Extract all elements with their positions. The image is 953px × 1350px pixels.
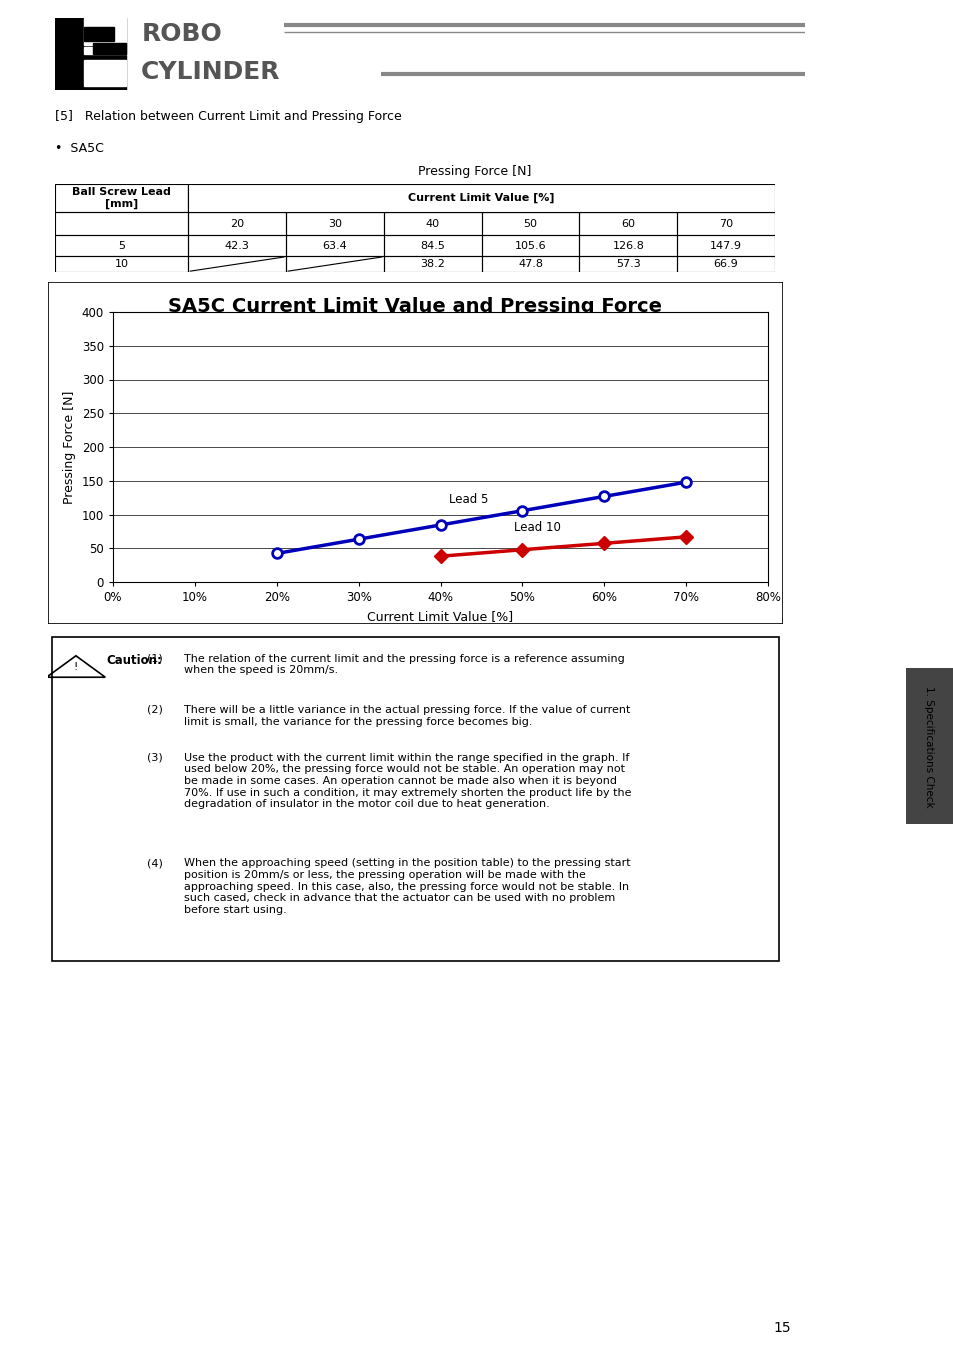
Text: (2): (2) [147,705,163,716]
Text: Pressing Force [N]: Pressing Force [N] [417,165,531,178]
Bar [481,184,578,212]
Bar [677,212,774,235]
Bar [677,184,774,212]
Text: 42.3: 42.3 [224,240,250,251]
Text: CYLINDER: CYLINDER [141,59,280,84]
Bar [55,256,188,271]
Bar [578,235,677,256]
Bar [481,212,578,235]
Text: 63.4: 63.4 [322,240,347,251]
Bar [578,256,677,271]
Bar [84,47,126,54]
Text: 57.3: 57.3 [616,259,640,269]
Bar [677,256,774,271]
Bar [55,55,126,90]
Bar [84,59,126,85]
Text: When the approaching speed (setting in the position table) to the pressing start: When the approaching speed (setting in t… [184,859,630,915]
Text: [5]   Relation between Current Limit and Pressing Force: [5] Relation between Current Limit and P… [55,109,401,123]
Bar [578,184,677,212]
X-axis label: Current Limit Value [%]: Current Limit Value [%] [367,610,513,622]
Bar [383,235,481,256]
Text: (4): (4) [147,859,163,868]
Text: 147.9: 147.9 [709,240,741,251]
Text: 38.2: 38.2 [420,259,445,269]
Bar [188,256,286,271]
Bar [286,235,383,256]
Text: SA5C Current Limit Value and Pressing Force: SA5C Current Limit Value and Pressing Fo… [169,297,661,316]
Bar [55,18,126,54]
Bar [55,184,188,212]
Bar [84,27,113,40]
Text: Ball Screw Lead
[mm]: Ball Screw Lead [mm] [72,186,171,209]
Text: (3): (3) [147,753,163,763]
Text: 60: 60 [620,219,635,228]
Bar [383,256,481,271]
Bar [286,184,383,212]
Text: Current Limit Value [%]: Current Limit Value [%] [408,193,555,204]
Text: •  SA5C: • SA5C [55,143,104,155]
Text: 105.6: 105.6 [515,240,546,251]
Text: 15: 15 [773,1320,790,1335]
Y-axis label: Pressing Force [N]: Pressing Force [N] [63,390,76,504]
Text: 70: 70 [719,219,733,228]
Text: ROBO: ROBO [141,22,222,46]
Text: (1): (1) [147,653,163,664]
Bar [55,212,188,235]
Text: Lead 10: Lead 10 [514,521,560,535]
Text: 84.5: 84.5 [420,240,445,251]
Text: 5: 5 [118,240,125,251]
Text: There will be a little variance in the actual pressing force. If the value of cu: There will be a little variance in the a… [184,705,630,726]
Bar [92,43,126,54]
Bar [188,235,286,256]
Bar [55,235,188,256]
Bar [383,184,481,212]
Text: 40: 40 [425,219,439,228]
Text: 20: 20 [230,219,244,228]
Bar [286,212,383,235]
Bar [286,256,383,271]
Text: Caution:: Caution: [107,653,163,667]
Bar [188,212,286,235]
Text: 10: 10 [114,259,129,269]
Text: 30: 30 [328,219,341,228]
Text: !: ! [73,662,78,672]
Bar [188,184,286,212]
Bar [383,212,481,235]
Text: 66.9: 66.9 [713,259,738,269]
Bar [481,235,578,256]
Bar [578,212,677,235]
Text: 50: 50 [523,219,537,228]
Text: 47.8: 47.8 [517,259,542,269]
Bar [481,256,578,271]
Bar [84,18,126,46]
Bar [188,184,774,212]
Text: The relation of the current limit and the pressing force is a reference assuming: The relation of the current limit and th… [184,653,624,675]
Text: 1. Specifications Check: 1. Specifications Check [923,686,933,807]
Bar [677,235,774,256]
Text: 126.8: 126.8 [612,240,643,251]
Text: Use the product with the current limit within the range specified in the graph. : Use the product with the current limit w… [184,753,631,809]
Text: Lead 5: Lead 5 [448,493,488,506]
